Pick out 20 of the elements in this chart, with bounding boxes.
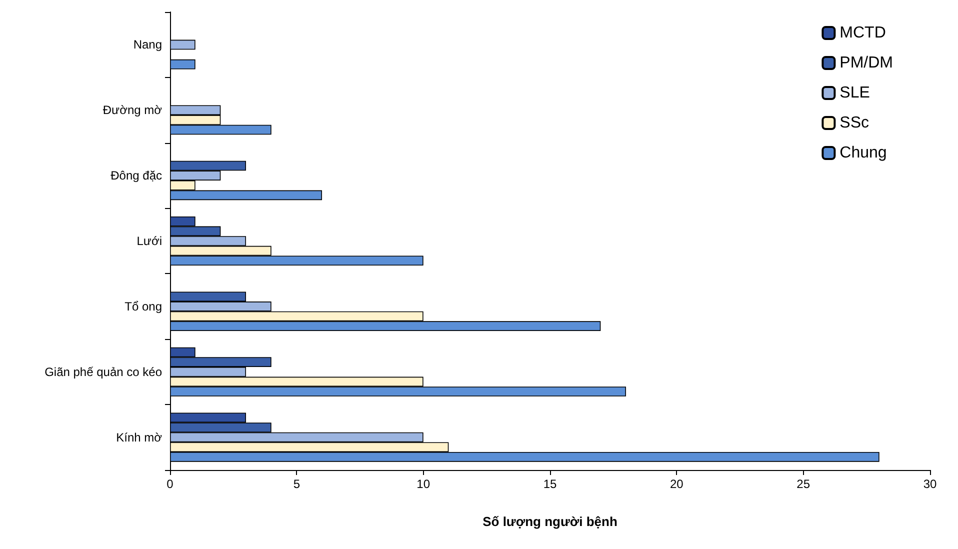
x-tick-label: 30 bbox=[923, 477, 937, 491]
y-tick-label: Đông đặc bbox=[110, 168, 162, 183]
y-tick-label: Đường mờ bbox=[102, 103, 162, 118]
x-axis-title: Số lượng người bệnh bbox=[482, 514, 618, 529]
y-tick-label: Tổ ong bbox=[124, 299, 162, 314]
legend-label: Chung bbox=[840, 144, 887, 162]
legend-label: SLE bbox=[840, 84, 870, 102]
x-tick-label: 15 bbox=[543, 477, 557, 491]
y-tick-label: Kính mờ bbox=[116, 430, 162, 444]
x-tick-label: 5 bbox=[293, 477, 300, 491]
legend-label: PM/DM bbox=[840, 54, 893, 72]
y-tick-label: Nang bbox=[133, 38, 162, 52]
y-tick-label: Lưới bbox=[136, 234, 162, 248]
legend-label: SSc bbox=[840, 114, 870, 132]
x-tick-label: 10 bbox=[416, 477, 430, 491]
x-tick-label: 0 bbox=[166, 477, 174, 491]
legend-label: MCTD bbox=[840, 24, 886, 42]
x-tick-label: 25 bbox=[796, 477, 810, 491]
y-tick-label: Giãn phế quản co kéo bbox=[44, 364, 162, 379]
x-tick-label: 20 bbox=[670, 477, 684, 491]
